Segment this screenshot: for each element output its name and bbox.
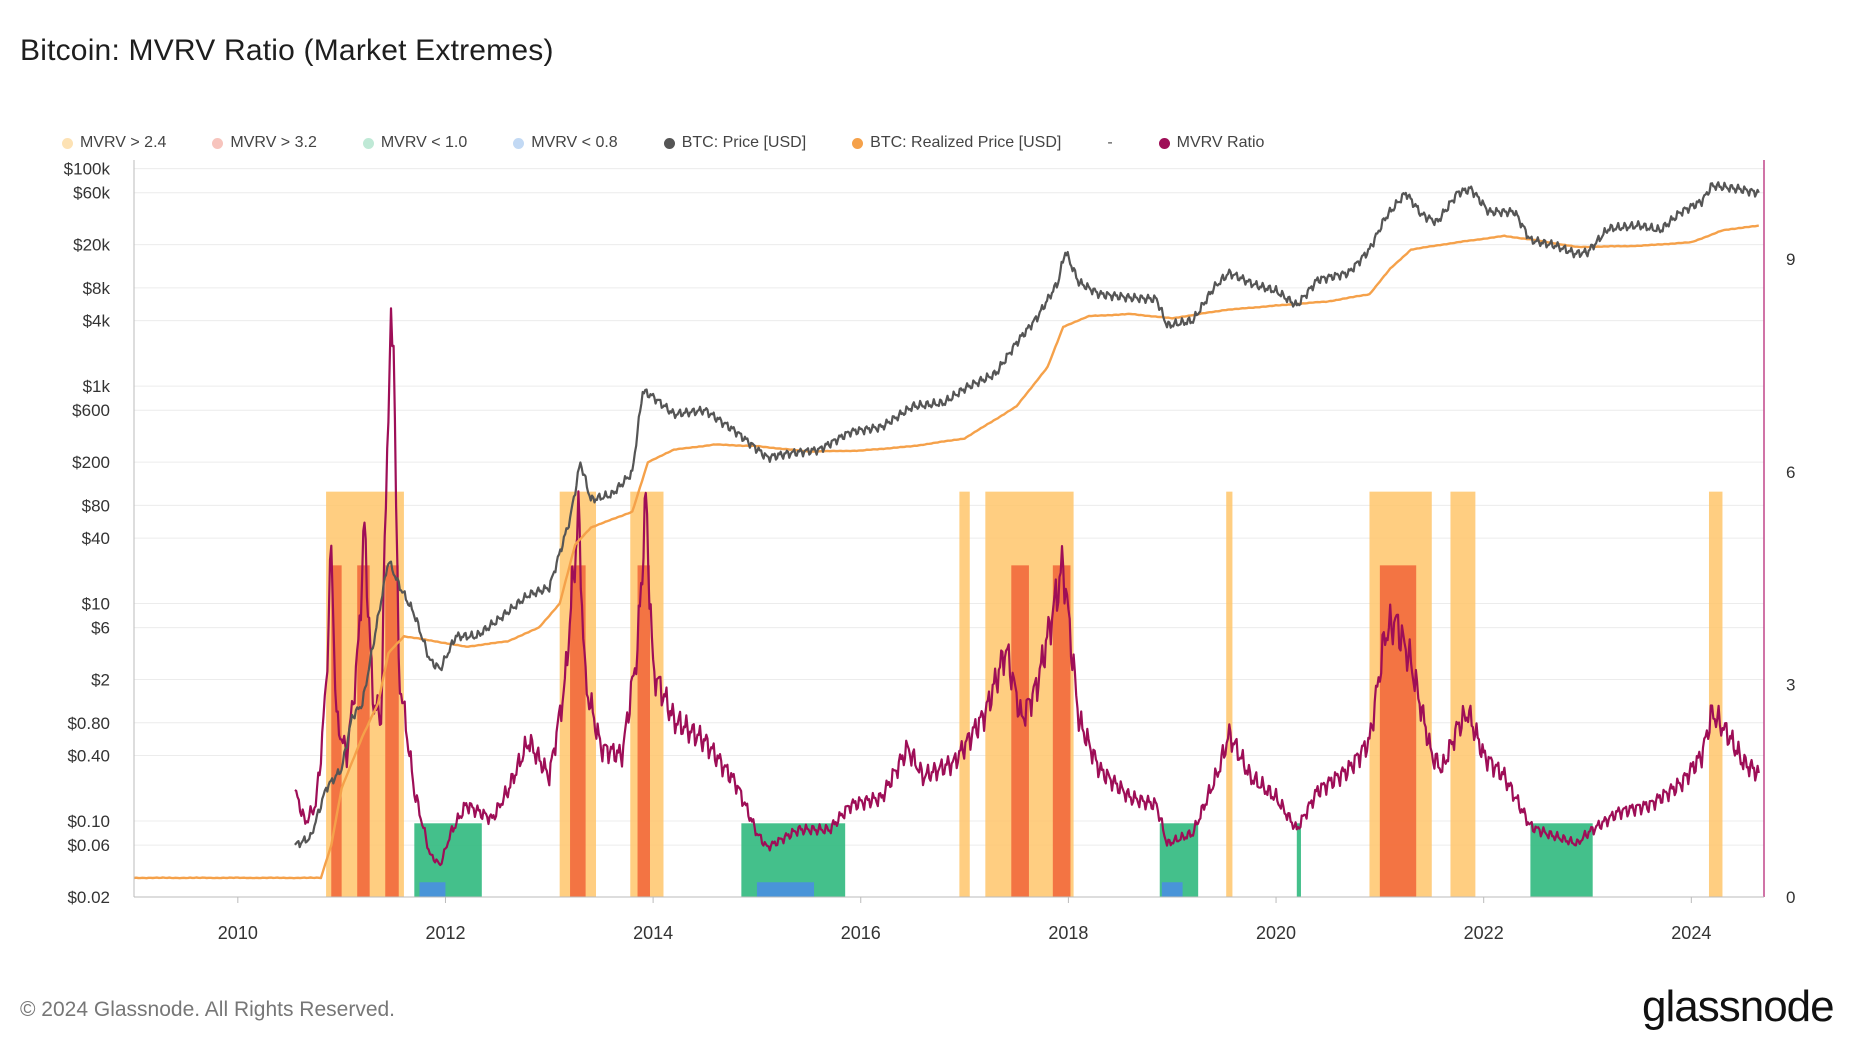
band-hot xyxy=(331,565,342,897)
copyright-footer: © 2024 Glassnode. All Rights Reserved. xyxy=(20,998,396,1021)
band-warm xyxy=(1226,491,1233,897)
realized-price-line xyxy=(133,224,1760,880)
legend-item-btc-price[interactable]: BTC: Price [USD] xyxy=(663,134,807,152)
y-left-tick-label: $2 xyxy=(91,671,110,690)
x-tick-label: 2016 xyxy=(841,923,881,943)
legend-item-mvrv-lt-1-0[interactable]: MVRV < 1.0 xyxy=(362,134,468,152)
y-left-tick-label: $20k xyxy=(73,236,110,255)
band-hot xyxy=(1011,565,1029,897)
y-left-tick-label: $0.80 xyxy=(67,714,110,733)
y-left-tick-label: $40 xyxy=(82,529,110,548)
legend-label: MVRV > 2.4 xyxy=(80,134,167,151)
y-left-tick-label: $0.10 xyxy=(67,812,110,831)
y-left-tick-label: $200 xyxy=(72,453,110,472)
y-left-tick-label: $0.40 xyxy=(67,747,110,766)
y-right-tick-label: 3 xyxy=(1786,675,1795,694)
x-tick-label: 2018 xyxy=(1048,923,1088,943)
y-left-tick-label: $0.06 xyxy=(67,836,110,855)
x-tick-label: 2010 xyxy=(218,923,258,943)
y-left-tick-label: $4k xyxy=(83,312,111,331)
y-left-tick-label: $1k xyxy=(83,377,111,396)
legend-swatch xyxy=(362,137,374,149)
legend-label: BTC: Price [USD] xyxy=(681,134,807,151)
y-right-tick-label: 6 xyxy=(1786,463,1795,482)
y-left-tick-label: $0.02 xyxy=(67,888,110,907)
btc-price-line xyxy=(294,181,1760,849)
y-right-tick-label: 0 xyxy=(1786,888,1795,907)
glassnode-logo: glassnode xyxy=(1642,982,1835,1031)
x-tick-label: 2014 xyxy=(633,923,673,943)
mvrv-ratio-line xyxy=(294,307,1760,867)
x-tick-label: 2012 xyxy=(425,923,465,943)
x-tick-label: 2024 xyxy=(1671,923,1711,943)
band-hot xyxy=(385,565,399,897)
legend-label: MVRV < 1.0 xyxy=(380,134,468,151)
y-left-tick-label: $600 xyxy=(72,401,110,420)
legend-item-mvrv-ratio[interactable]: MVRV Ratio xyxy=(1158,134,1265,152)
legend-item-mvrv-gt-3-2[interactable]: MVRV > 3.2 xyxy=(212,134,317,152)
y-left-tick-label: $6 xyxy=(91,619,110,638)
legend-swatch xyxy=(1158,137,1170,149)
legend-swatch xyxy=(62,137,73,149)
band-blue xyxy=(419,882,446,897)
band-hot xyxy=(570,565,586,897)
y-left-tick-label: $80 xyxy=(82,496,110,515)
y-right-tick-label: 9 xyxy=(1786,250,1795,269)
chart-legend: MVRV > 2.4 MVRV > 3.2 MVRV < 1.0 MVRV < … xyxy=(62,134,1310,152)
legend-item-mvrv-lt-0-8[interactable]: MVRV < 0.8 xyxy=(513,134,618,152)
band-green xyxy=(1296,823,1301,897)
legend-swatch xyxy=(663,137,675,149)
band-blue xyxy=(1161,882,1183,897)
band-warm xyxy=(959,491,970,897)
y-left-tick-label: $8k xyxy=(83,279,111,298)
band-hot xyxy=(637,565,650,897)
y-left-tick-label: $60k xyxy=(73,184,110,203)
legend-swatch xyxy=(513,137,525,149)
chart-title: Bitcoin: MVRV Ratio (Market Extremes) xyxy=(20,34,554,67)
band-blue xyxy=(756,882,815,897)
legend-item-realized-price[interactable]: BTC: Realized Price [USD] xyxy=(852,134,1061,152)
band-warm xyxy=(1450,491,1476,897)
legend-swatch xyxy=(212,137,224,149)
band-warm xyxy=(1708,491,1723,897)
legend-label: MVRV < 0.8 xyxy=(531,134,618,151)
legend-label: MVRV > 3.2 xyxy=(230,134,317,151)
y-left-tick-label: $10 xyxy=(82,595,110,614)
legend-item-mvrv-gt-2-4[interactable]: MVRV > 2.4 xyxy=(62,134,166,152)
legend-separator: - xyxy=(1107,134,1113,151)
legend-label: MVRV Ratio xyxy=(1176,134,1265,151)
x-tick-label: 2022 xyxy=(1464,923,1504,943)
legend-swatch xyxy=(852,137,864,149)
legend-label: BTC: Realized Price [USD] xyxy=(870,134,1062,151)
band-hot xyxy=(357,565,370,897)
y-left-tick-label: $100k xyxy=(64,160,111,179)
band-hot xyxy=(1052,565,1071,897)
x-tick-label: 2020 xyxy=(1256,923,1296,943)
